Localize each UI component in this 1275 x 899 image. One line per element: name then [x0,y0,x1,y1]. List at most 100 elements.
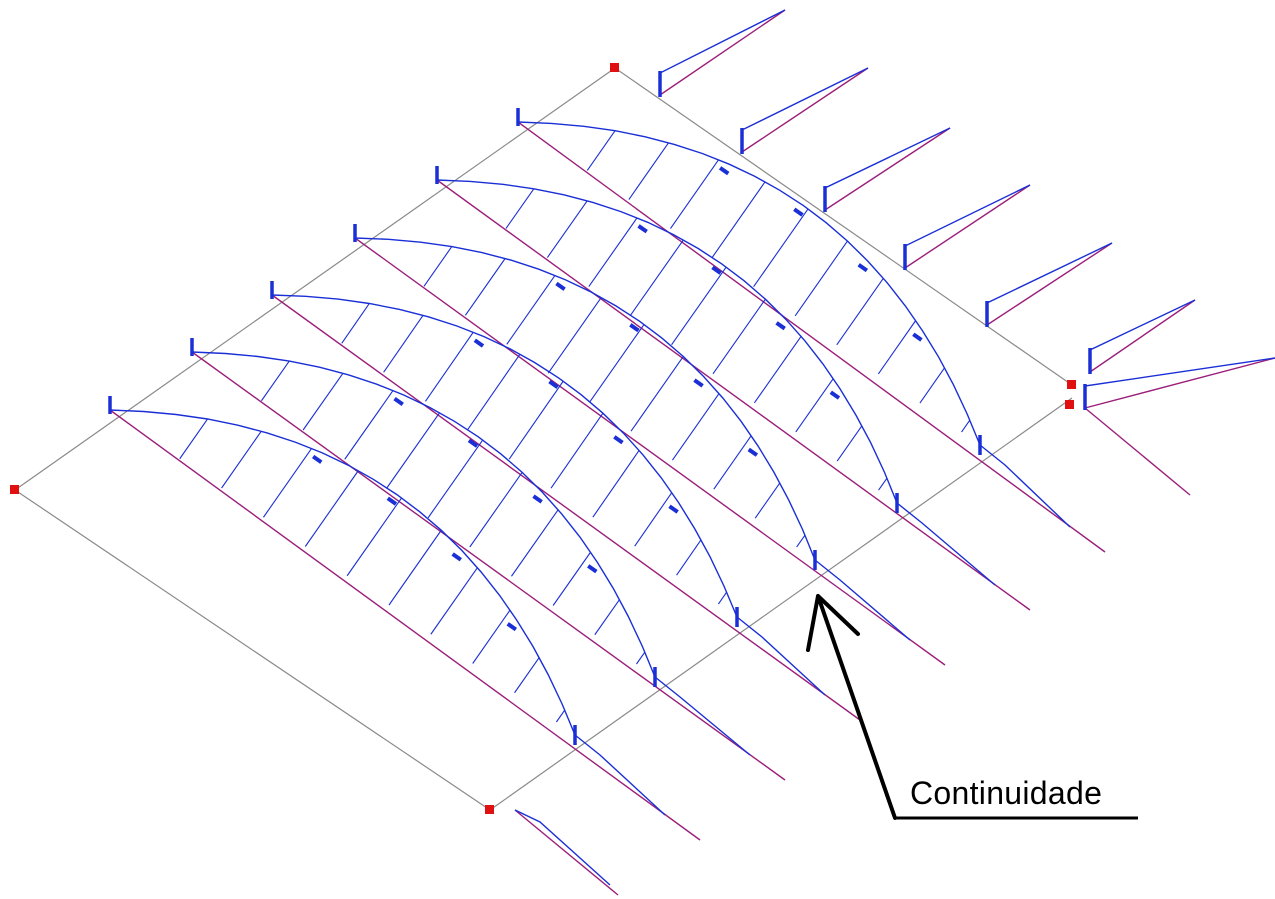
diagram-tick-mark [451,552,462,562]
diagram-tick-mark [747,447,759,457]
diagram-tick-mark [587,564,598,574]
grid-line [14,489,491,811]
cantilever-beam-line [1084,357,1275,409]
moment-curve [191,351,656,678]
cantilever-beam-line [1089,299,1196,373]
node-layer [10,63,1076,814]
grid-layer [14,67,1073,811]
moment-ordinate [636,651,646,665]
moment-ordinate [472,609,511,664]
node-marker [1067,380,1076,389]
moment-ordinate [555,709,566,723]
moment-ordinate [505,188,535,229]
cantilever-beam-line [741,67,869,153]
moment-ordinate [589,324,645,403]
cantilever-beam-line [904,184,1031,269]
moment-ordinate [836,277,884,346]
moment-ordinate [676,539,702,576]
moment-ordinate [961,419,971,433]
cantilever-beam-line [514,809,619,896]
moment-ordinate [712,298,766,375]
moment-ordinate [754,482,781,519]
beam-axis-line [436,179,1031,611]
hogging-diagram [574,734,666,816]
grid-line [489,397,1073,811]
diagram-tick-mark [718,166,730,176]
moment-curve [109,409,576,736]
moment-ordinate [878,477,888,491]
beam-axis-line [271,294,861,721]
moment-curve [271,294,738,618]
moment-curve [354,237,816,561]
moment-ordinate [341,303,370,344]
diagram-tick-mark [793,207,804,217]
diagram-tick-mark [668,504,679,514]
callout-arrow [806,594,897,820]
moment-curve [436,179,898,504]
moment-ordinate [469,472,523,548]
moment-ordinate [670,159,720,229]
moment-ordinate [423,246,453,287]
moment-ordinate [634,492,673,547]
diagram-tick-mark [857,263,869,273]
moment-ordinate [386,412,441,489]
diagram-tick-mark [693,378,704,388]
moment-ordinate [466,353,521,431]
moment-ordinate [179,418,208,460]
beam-layer [109,9,1275,896]
beam-axis-line [191,351,786,781]
node-marker [10,485,19,494]
moment-ordinate [388,529,442,606]
diagram-layer [108,9,1275,886]
moment-ordinate [262,448,313,518]
moment-ordinate [508,380,564,460]
beam-axis-line [109,409,701,841]
hogging-diagram [736,616,826,696]
diagram-tick-mark [473,338,485,348]
moment-ordinate [717,591,728,605]
moment-ordinate [514,657,540,694]
node-marker [1065,400,1074,409]
diagram-tick-mark [548,379,559,389]
beam-axis-line [517,121,1106,553]
moment-ordinate [550,412,604,489]
cantilever-diagram [514,809,611,886]
moment-ordinate [547,297,602,374]
moment-ordinate [221,430,262,489]
diagram-tick-mark [532,494,543,504]
continuidade-label: Continuidade [910,775,1103,811]
moment-ordinate [546,200,588,258]
diagram-tick-mark [775,321,786,331]
moment-ordinate [794,240,848,317]
cantilever-beam-line [986,242,1113,326]
moment-ordinate [753,336,802,404]
hogging-diagram [654,676,751,756]
moment-ordinate [592,450,640,518]
cantilever-beam-line [824,127,951,211]
hogging-diagram [814,559,911,641]
diagram-tick-mark [506,622,518,632]
moment-ordinate [424,331,474,402]
diagram-tick-mark [467,438,479,448]
moment-ordinate [630,356,684,432]
diagram-tick-mark [386,496,398,506]
moment-ordinate [427,439,484,519]
moment-ordinate [302,372,344,431]
moment-ordinate [795,378,834,433]
grid-line [14,67,616,491]
diagram-tick-mark [555,281,566,291]
beam-axis-line [354,237,946,666]
moment-ordinate [711,181,766,258]
cantilever-beam-line [1084,407,1191,496]
moment-ordinate [753,208,809,288]
moment-ordinate [796,534,806,548]
hogging-diagram [896,502,996,586]
moment-ordinate [344,390,394,460]
moment-ordinate [588,217,638,287]
moment-ordinate [383,314,424,373]
moment-ordinate [304,470,359,547]
moment-ordinate [511,509,559,577]
moment-ordinate [629,239,684,316]
moment-ordinate [260,360,290,402]
